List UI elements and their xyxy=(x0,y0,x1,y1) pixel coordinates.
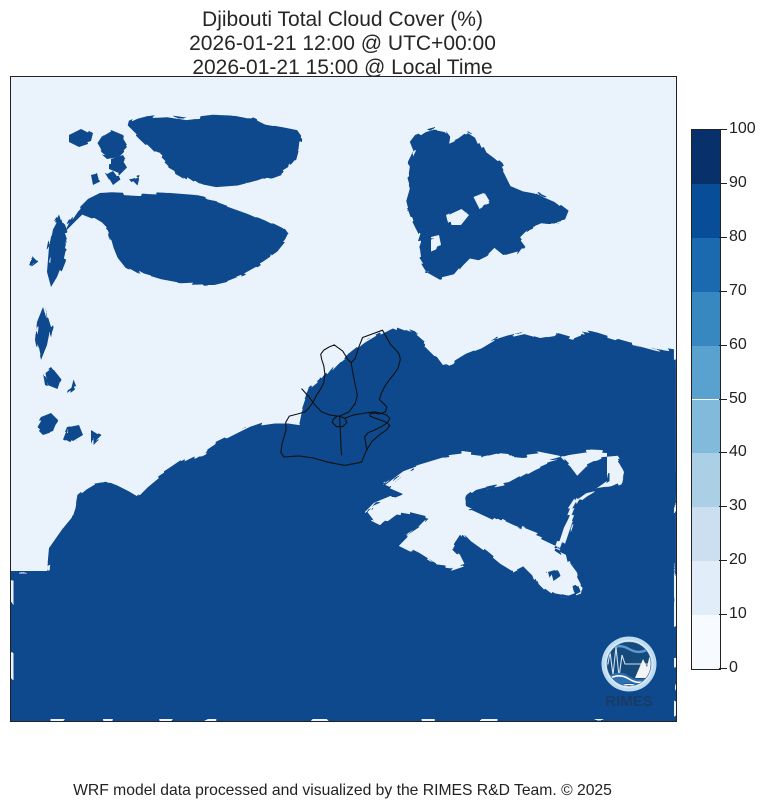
svg-text:RIMES: RIMES xyxy=(605,693,653,710)
